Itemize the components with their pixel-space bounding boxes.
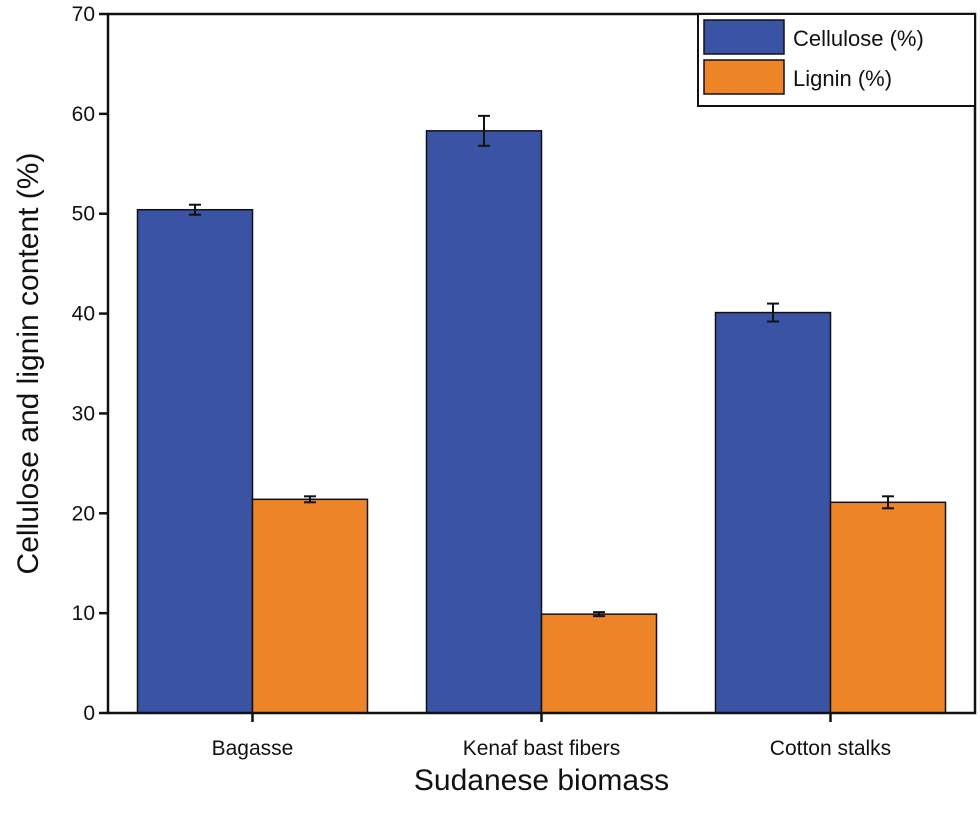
error-bar — [882, 495, 894, 510]
bar-lignin-bagasse — [251, 498, 369, 714]
y-tick-label: 70 — [72, 3, 95, 26]
y-tick-label: 50 — [72, 203, 95, 226]
bar-lignin-cotton-stalks — [829, 501, 947, 714]
bar-cellulose-cotton-stalks — [714, 311, 832, 714]
y-axis-title: Cellulose and lignin content (%) — [12, 153, 45, 575]
bar-cellulose-kenaf-bast-fibers — [425, 130, 543, 714]
x-axis: Bagasse Kenaf bast fibers Cotton stalks — [212, 713, 891, 760]
error-bar — [593, 611, 605, 618]
x-tick-label: Kenaf bast fibers — [463, 737, 621, 760]
y-axis: 0 10 20 30 40 50 60 70 — [72, 3, 108, 725]
y-tick-label: 20 — [72, 502, 95, 525]
error-bar — [189, 203, 201, 216]
x-tick-label: Bagasse — [212, 737, 294, 760]
error-bar — [478, 114, 490, 147]
y-tick-label: 10 — [72, 602, 95, 625]
legend-label: Lignin (%) — [793, 66, 892, 91]
bar-cellulose-bagasse — [136, 208, 254, 714]
x-axis-title: Sudanese biomass — [414, 764, 669, 797]
legend-label: Cellulose (%) — [793, 26, 924, 51]
y-tick-label: 30 — [72, 402, 95, 425]
y-tick-label: 0 — [83, 702, 95, 725]
y-tick-label: 60 — [72, 103, 95, 126]
legend: Cellulose (%) Lignin (%) — [697, 13, 976, 107]
error-bars-layer — [189, 114, 894, 618]
bar-lignin-kenaf-bast-fibers — [540, 613, 658, 714]
x-tick-label: Cotton stalks — [770, 737, 891, 760]
bars-layer — [136, 130, 947, 714]
legend-swatch — [703, 59, 785, 95]
legend-swatch — [703, 19, 785, 55]
error-bar — [767, 302, 779, 323]
y-tick-label: 40 — [72, 303, 95, 326]
error-bar — [304, 495, 316, 504]
